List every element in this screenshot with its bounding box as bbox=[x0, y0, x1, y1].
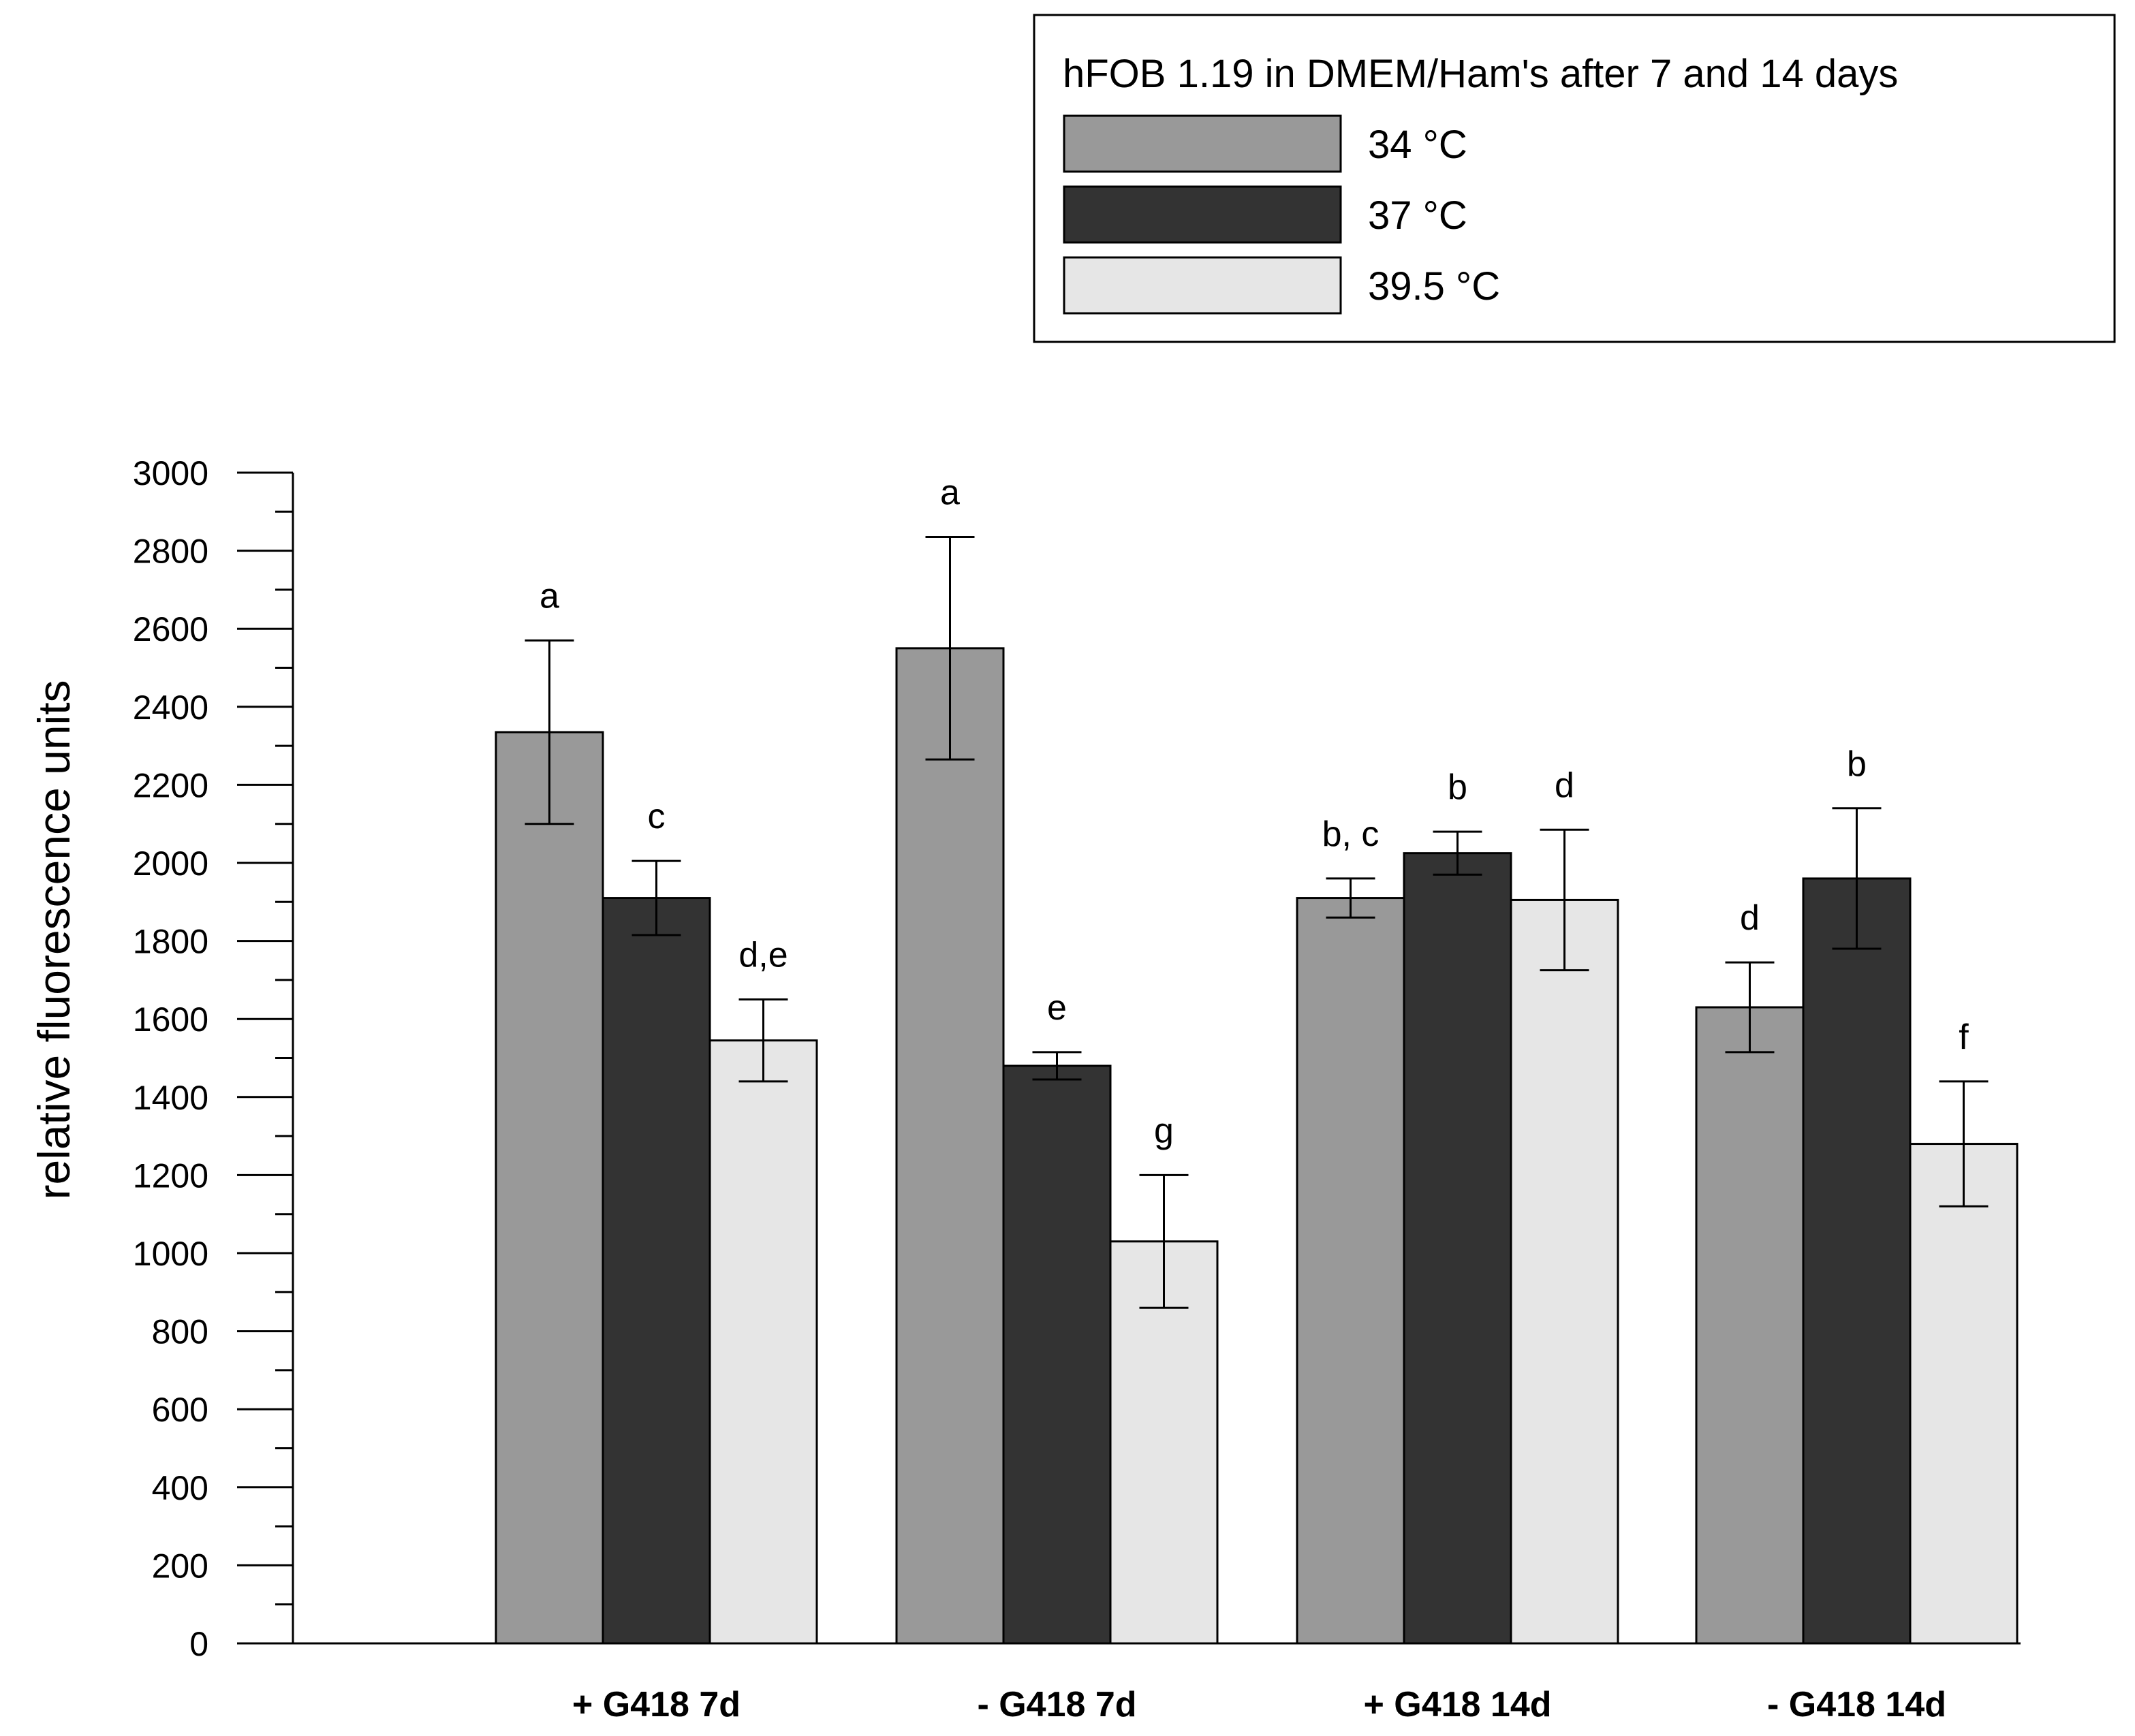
legend-label: 39.5 °C bbox=[1368, 264, 1500, 309]
category-label: + G418 7d bbox=[572, 1685, 741, 1724]
legend-swatch bbox=[1063, 256, 1342, 315]
category-label: - G418 14d bbox=[1767, 1685, 1946, 1724]
y-tick-label: 2800 bbox=[133, 533, 208, 571]
bar bbox=[602, 897, 711, 1645]
bar bbox=[1909, 1143, 2019, 1645]
bar bbox=[1695, 1006, 1805, 1645]
y-tick-label: 2000 bbox=[133, 845, 208, 883]
significance-label: g bbox=[1154, 1111, 1174, 1150]
category-label: - G418 7d bbox=[977, 1685, 1136, 1724]
category-labels: + G418 7d - G418 7d + G418 14d - G418 14d bbox=[572, 1685, 1946, 1724]
y-tick-label: 0 bbox=[189, 1625, 208, 1663]
bar bbox=[1802, 877, 1912, 1645]
y-tick-label: 600 bbox=[152, 1391, 208, 1429]
significance-label: d bbox=[1740, 898, 1760, 938]
bar bbox=[1510, 898, 1619, 1645]
significance-label: e bbox=[1047, 988, 1067, 1028]
significance-label: d bbox=[1555, 766, 1574, 805]
category-label: + G418 14d bbox=[1363, 1685, 1551, 1724]
significance-label: b bbox=[1448, 768, 1467, 807]
legend-label: 37 °C bbox=[1368, 193, 1467, 238]
y-axis: 0 200 400 600 800 1000 1200 1400 1600 1800 2000 220… bbox=[133, 454, 294, 1663]
bar bbox=[895, 647, 1005, 1645]
y-tick-label: 2400 bbox=[133, 689, 208, 727]
bar bbox=[1296, 897, 1405, 1645]
legend-swatch bbox=[1063, 114, 1342, 173]
legend: hFOB 1.19 in DMEM/Ham's after 7 and 14 d… bbox=[1033, 14, 2116, 343]
significance-label: d,e bbox=[738, 936, 788, 975]
y-tick-label: 1400 bbox=[133, 1079, 208, 1117]
legend-title: hFOB 1.19 in DMEM/Ham's after 7 and 14 d… bbox=[1063, 52, 1898, 96]
bar bbox=[708, 1039, 818, 1645]
bars: a c d,e a e g b, c b d d b f bbox=[237, 473, 2021, 1645]
significance-label: a bbox=[940, 473, 960, 513]
y-tick-label: 1200 bbox=[133, 1156, 208, 1195]
significance-label: a bbox=[540, 576, 559, 616]
y-tick-label: 200 bbox=[152, 1547, 208, 1585]
significance-label: c bbox=[648, 797, 666, 836]
bar bbox=[1002, 1064, 1112, 1645]
y-tick-label: 2600 bbox=[133, 610, 208, 648]
significance-label: b bbox=[1847, 744, 1867, 784]
bar bbox=[495, 731, 604, 1645]
legend-label: 34 °C bbox=[1368, 123, 1467, 167]
y-tick-label: 800 bbox=[152, 1313, 208, 1351]
y-tick-label: 400 bbox=[152, 1469, 208, 1507]
y-tick-label: 1800 bbox=[133, 923, 208, 961]
y-axis-title: relative fluorescence units bbox=[29, 680, 79, 1199]
significance-label: f bbox=[1959, 1017, 1969, 1057]
y-tick-label: 1000 bbox=[133, 1235, 208, 1273]
y-tick-label: 2200 bbox=[133, 766, 208, 804]
legend-swatch bbox=[1063, 185, 1342, 244]
y-tick-label: 3000 bbox=[133, 454, 208, 492]
significance-label: b, c bbox=[1322, 815, 1380, 854]
bar bbox=[1403, 852, 1512, 1645]
y-tick-label: 1600 bbox=[133, 1000, 208, 1039]
